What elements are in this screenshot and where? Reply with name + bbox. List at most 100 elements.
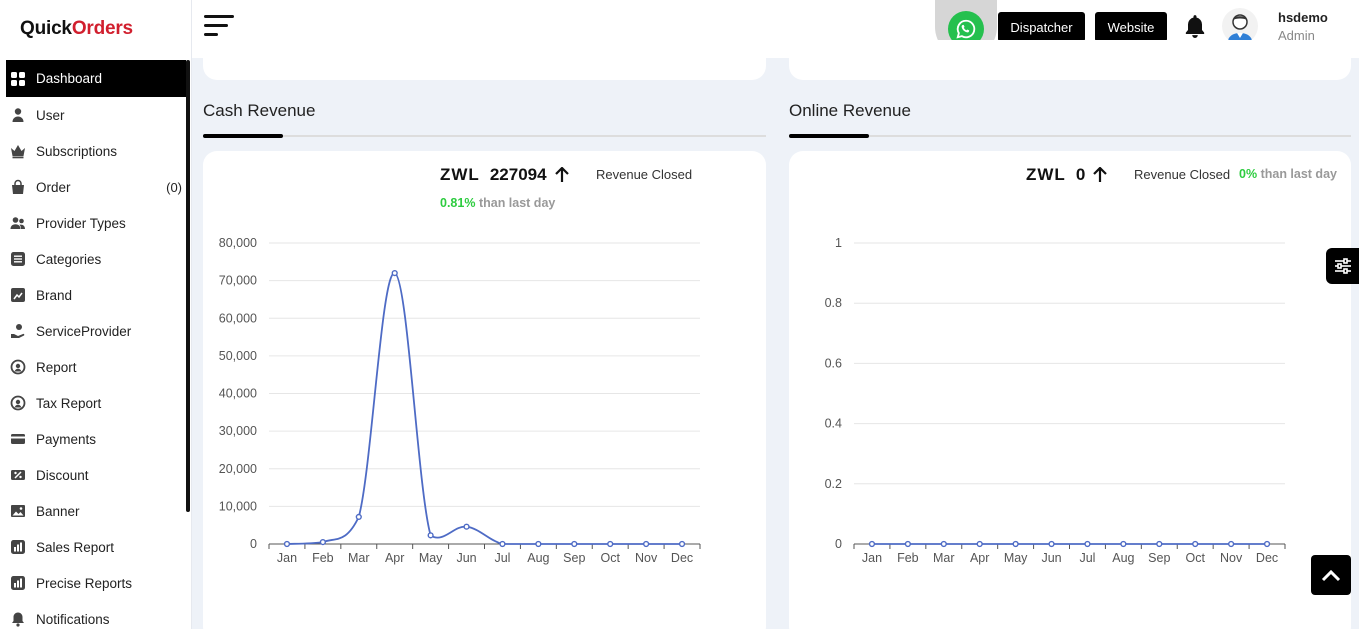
sidebar-item-order[interactable]: Order (0) (6, 169, 186, 205)
cash-amount-value: 227094 (489, 165, 547, 184)
data-point[interactable] (283, 540, 291, 548)
data-point[interactable] (571, 540, 578, 548)
data-point[interactable] (427, 532, 434, 539)
sidebar-scrollbar[interactable] (186, 60, 190, 512)
sidebar-item-label: Order (36, 179, 71, 195)
sidebar-item-tax-report[interactable]: Tax Report (6, 385, 186, 421)
sidebar-item-label: Precise Reports (36, 575, 133, 591)
sidebar-item-brand[interactable]: Brand (6, 277, 186, 313)
data-point[interactable] (1156, 540, 1163, 548)
logo[interactable]: Quick Orders (0, 0, 191, 58)
data-point[interactable] (1192, 540, 1199, 548)
list-icon (8, 251, 28, 267)
sidebar-item-label: Tax Report (36, 395, 102, 411)
user-avatar[interactable] (1222, 8, 1258, 44)
x-tick-label: Mar (348, 551, 370, 565)
sidebar-item-user[interactable]: User (6, 97, 186, 133)
cash-amount: ZWL 227094 (440, 165, 569, 185)
order-count-badge: (0) (166, 179, 182, 195)
sidebar-item-banner[interactable]: Banner (6, 493, 186, 529)
users-icon (8, 215, 28, 231)
cash-pct-suffix: than last day (478, 196, 556, 210)
scroll-to-top-button[interactable] (1311, 555, 1351, 595)
sidebar-item-categories[interactable]: Categories (6, 241, 186, 277)
online-revenue-tabline (789, 134, 1351, 138)
online-revenue-closed-label: Revenue Closed (1134, 167, 1231, 182)
bag-icon (8, 179, 28, 195)
sidebar-item-label: Categories (36, 251, 102, 267)
cash-currency: ZWL (440, 165, 480, 184)
y-tick-label: 0 (250, 537, 257, 551)
website-button[interactable]: Website (1095, 12, 1167, 42)
sidebar-item-payments[interactable]: Payments (6, 421, 186, 457)
data-point[interactable] (940, 540, 947, 548)
sidebar-item-report[interactable]: Report (6, 349, 186, 385)
data-point[interactable] (643, 540, 650, 548)
sidebar-item-subscriptions[interactable]: Subscriptions (6, 133, 186, 169)
data-point[interactable] (1228, 540, 1235, 548)
x-tick-label: Aug (1112, 551, 1134, 565)
report-icon (8, 359, 28, 375)
x-tick-label: Feb (312, 551, 334, 565)
online-amount: ZWL 0 (1026, 165, 1108, 185)
y-tick-label: 40,000 (219, 387, 257, 401)
dispatcher-button[interactable]: Dispatcher (998, 12, 1085, 42)
y-tick-label: 0 (835, 537, 842, 551)
online-pct-change: 0% than last day (1239, 167, 1337, 181)
y-tick-label: 0.6 (825, 356, 842, 370)
data-point[interactable] (1120, 540, 1127, 548)
x-tick-label: May (1004, 551, 1028, 565)
notification-bell-icon[interactable] (1182, 13, 1208, 41)
data-point[interactable] (355, 513, 362, 521)
cash-pct-change: 0.81% than last day (440, 196, 555, 210)
data-point[interactable] (678, 540, 686, 548)
chart-icon (8, 539, 28, 555)
data-point[interactable] (904, 540, 911, 548)
online-pct-suffix: than last day (1260, 167, 1337, 181)
data-point[interactable] (319, 539, 326, 546)
user-icon (8, 107, 28, 123)
y-tick-label: 0.2 (825, 477, 842, 491)
data-point[interactable] (1012, 540, 1019, 548)
data-point[interactable] (1084, 540, 1091, 548)
sidebar-item-label: Dashboard (36, 71, 103, 86)
x-tick-label: Oct (600, 551, 620, 565)
sidebar-item-discount[interactable]: Discount (6, 457, 186, 493)
y-tick-label: 0.4 (825, 417, 842, 431)
data-point[interactable] (1048, 540, 1055, 548)
data-point[interactable] (1263, 540, 1271, 548)
card-icon (8, 431, 28, 447)
x-tick-label: Sep (563, 551, 585, 565)
y-tick-label: 10,000 (219, 499, 257, 513)
cash-revenue-chart: 0 10,000 20,000 30,000 40,000 50,000 60,000 70,… (219, 236, 701, 565)
sidebar-item-label: Subscriptions (36, 143, 118, 159)
cash-revenue-title: Cash Revenue (203, 101, 316, 120)
x-tick-label: Dec (671, 551, 693, 565)
top-card-right (789, 40, 1351, 80)
settings-sliders-icon[interactable] (1326, 248, 1359, 284)
x-tick-label: Sep (1148, 551, 1170, 565)
data-point[interactable] (976, 540, 983, 548)
menu-toggle-icon[interactable] (204, 15, 234, 39)
online-revenue-chart: 0 0.2 0.4 0.6 0.8 1 Jan Feb Mar Apr May Jun Jul Aug Se… (825, 236, 1286, 565)
grid-icon (8, 71, 28, 87)
data-point[interactable] (535, 540, 542, 548)
data-point[interactable] (607, 540, 614, 548)
sidebar-item-label: Notifications (36, 611, 110, 627)
y-tick-label: 80,000 (219, 236, 257, 250)
y-tick-label: 0.8 (825, 296, 842, 310)
online-currency: ZWL (1026, 165, 1066, 184)
sidebar-item-dashboard[interactable]: Dashboard (6, 60, 186, 97)
sidebar-item-notifications[interactable]: Notifications (6, 601, 186, 629)
arrow-up-icon (1093, 167, 1108, 182)
cash-pct-value: 0.81% (440, 196, 476, 210)
data-point[interactable] (868, 540, 876, 548)
sidebar-item-provider-types[interactable]: Provider Types (6, 205, 186, 241)
sidebar-item-serviceprovider[interactable]: ServiceProvider (6, 313, 186, 349)
sidebar-item-precise-reports[interactable]: Precise Reports (6, 565, 186, 601)
data-point[interactable] (499, 540, 506, 548)
sidebar-item-sales-report[interactable]: Sales Report (6, 529, 186, 565)
data-point[interactable] (463, 523, 470, 530)
data-point[interactable] (391, 269, 398, 277)
user-name: hsdemo (1278, 10, 1328, 25)
